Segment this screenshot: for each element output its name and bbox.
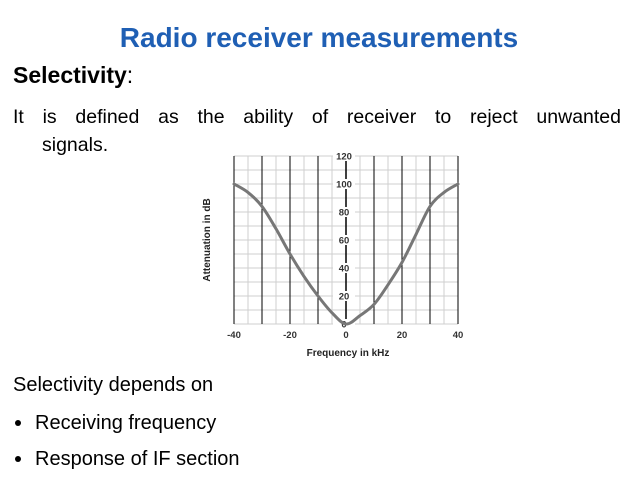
x-tick-label: 0 [343, 330, 348, 341]
bullet-text: Receiving frequency [35, 412, 217, 434]
section-heading: Selectivity: [13, 62, 133, 89]
y-tick-label: 60 [339, 236, 350, 247]
x-tick-label: -20 [283, 330, 297, 341]
y-tick-label: 20 [339, 292, 350, 303]
series-line [232, 182, 460, 326]
selectivity-chart: -40 -20 0 20 40 0 20 40 60 80 100 120 Frequency in k… [196, 150, 476, 370]
bullet-item-2: Response of IF section [13, 441, 240, 477]
y-tick-label-bg [333, 235, 355, 245]
y-tick-label-bg [333, 179, 355, 189]
y-tick-label-bg [333, 207, 355, 217]
y-tick-label: 120 [336, 152, 352, 163]
x-tick-label: 40 [453, 330, 464, 341]
y-tick-label: 80 [339, 208, 350, 219]
bullet-dot-icon [15, 420, 21, 426]
y-tick-label: 40 [339, 264, 350, 275]
y-axis-label: Attenuation in dB [202, 198, 213, 281]
y-tick-label-bg [333, 263, 355, 273]
y-tick-label: 100 [336, 180, 352, 191]
bullet-dot-icon [15, 456, 21, 462]
definition-line-1: It is defined as the ability of receiver… [13, 106, 621, 128]
x-tick-label: 20 [397, 330, 408, 341]
heading-colon: : [126, 62, 134, 88]
bullet-item-1: Receiving frequency [13, 405, 240, 441]
bullet-list: Receiving frequency Response of IF secti… [13, 405, 240, 477]
depends-text: Selectivity depends on [13, 374, 214, 396]
x-axis-label: Frequency in kHz [307, 348, 390, 359]
heading-text: Selectivity [13, 62, 127, 88]
y-tick-label-bg [333, 291, 355, 301]
bullet-text: Response of IF section [35, 448, 240, 470]
definition-line-2: signals. [42, 134, 109, 156]
slide-title: Radio receiver measurements [119, 22, 519, 53]
y-tick-label-bg [333, 151, 355, 161]
x-tick-label: -40 [227, 330, 241, 341]
